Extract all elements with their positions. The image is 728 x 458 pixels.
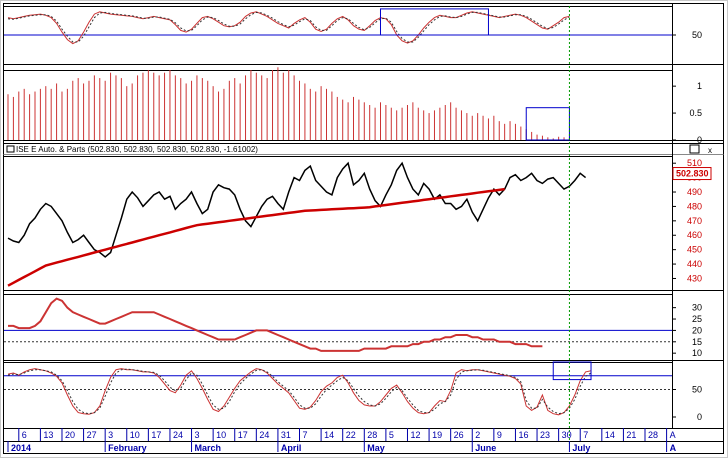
- date-tick-label: 24: [259, 430, 269, 440]
- y-tick-label: 25: [692, 314, 702, 324]
- date-tick-label: 28: [648, 430, 658, 440]
- y-tick-label: 490: [687, 187, 702, 197]
- y-tick-label: 480: [687, 201, 702, 211]
- y-tick-label: 20: [692, 325, 702, 335]
- y-tick-label: 15: [692, 337, 702, 347]
- highlight-box: [525, 107, 570, 141]
- y-tick-label: 1: [697, 81, 702, 91]
- panel-frame-volume-ratio: [3, 70, 673, 141]
- y-tick-label: 30: [692, 303, 702, 313]
- date-tick-label: 27: [87, 430, 97, 440]
- date-tick-label: 3: [195, 430, 200, 440]
- y-tick-label: 0: [697, 135, 702, 145]
- date-tick-label: 19: [432, 430, 442, 440]
- date-tick-label: 17: [151, 430, 161, 440]
- date-tick-label: 7: [303, 430, 308, 440]
- month-label: February: [108, 443, 147, 453]
- month-label: March: [195, 443, 222, 453]
- date-tick-label: 9: [497, 430, 502, 440]
- stochastic-top-series-1: [7, 11, 570, 43]
- date-tick-label: 14: [605, 430, 615, 440]
- price-panel-title: ISE E Auto. & Parts (502.830, 502.830, 5…: [16, 145, 258, 154]
- close-icon[interactable]: x: [708, 146, 712, 155]
- price-series-1: [7, 187, 505, 287]
- date-tick-label: 13: [43, 430, 53, 440]
- date-tick-label: 31: [281, 430, 291, 440]
- date-tick-label: 22: [346, 430, 356, 440]
- date-tick-label: 7: [583, 430, 588, 440]
- month-label: July: [572, 443, 590, 453]
- month-label: June: [475, 443, 496, 453]
- y-tick-label: 0: [697, 412, 702, 422]
- restore-icon[interactable]: [689, 144, 700, 154]
- adx-series-0: [8, 297, 543, 352]
- date-tick-label: 12: [410, 430, 420, 440]
- y-tick-label: 10: [692, 348, 702, 358]
- last-value-label: 502.830: [676, 169, 709, 179]
- date-tick-label: 26: [454, 430, 464, 440]
- date-tick-label: 10: [130, 430, 140, 440]
- stochastic-bottom-series-0: [7, 368, 592, 416]
- date-tick-label: 10: [216, 430, 226, 440]
- title-marker: [6, 145, 15, 153]
- date-tick-label: 17: [238, 430, 248, 440]
- date-tick-label: 23: [540, 430, 550, 440]
- y-tick-label: 450: [687, 245, 702, 255]
- date-tick-label: 2: [475, 430, 480, 440]
- date-tick-label: 3: [108, 430, 113, 440]
- y-tick-label: 460: [687, 230, 702, 240]
- date-tick-label: 14: [324, 430, 334, 440]
- stochastic-bottom-series-1: [7, 368, 592, 415]
- y-tick-label: 440: [687, 259, 702, 269]
- last-value-badge: [672, 167, 712, 181]
- y-tick-label: 50: [692, 30, 702, 40]
- date-tick-label: 30: [562, 430, 572, 440]
- date-tick-label: 24: [173, 430, 183, 440]
- stochastic-top-series-0: [7, 11, 570, 45]
- date-tick-label: 20: [65, 430, 75, 440]
- date-tick-label: A: [670, 430, 676, 440]
- date-tick-label: 6: [22, 430, 27, 440]
- month-label: A: [670, 443, 677, 453]
- month-label: 2014: [11, 443, 31, 453]
- highlight-box: [552, 361, 592, 381]
- y-tick-label: 510: [687, 158, 702, 168]
- y-tick-label: 470: [687, 216, 702, 226]
- date-tick-label: 5: [389, 430, 394, 440]
- price-series-0: [7, 161, 587, 258]
- date-tick-label: 28: [367, 430, 377, 440]
- month-label: April: [281, 443, 302, 453]
- y-tick-label: 0.5: [689, 108, 702, 118]
- highlight-box: [379, 8, 489, 36]
- date-tick-label: 16: [518, 430, 528, 440]
- y-tick-label: 50: [692, 385, 702, 395]
- month-label: May: [367, 443, 385, 453]
- date-tick-label: 21: [626, 430, 636, 440]
- y-tick-label: 430: [687, 273, 702, 283]
